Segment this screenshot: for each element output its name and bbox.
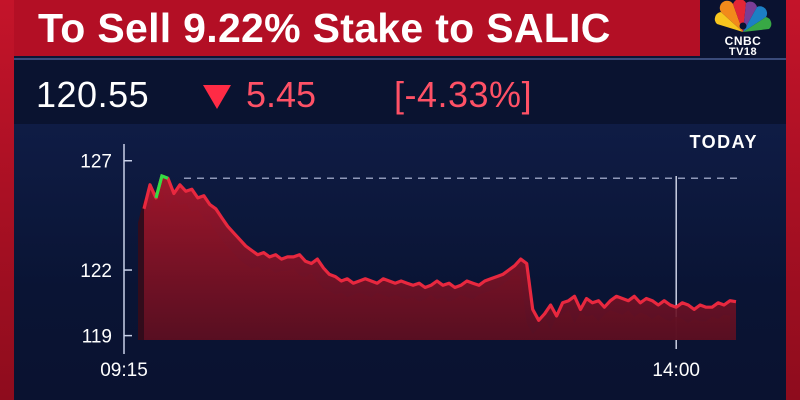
price-change-percent: [-4.33%] [394, 74, 533, 115]
x-tick-label: 09:15 [100, 360, 148, 381]
channel-logo: CNBC TV18 [700, 0, 786, 60]
price-line [142, 174, 737, 322]
y-tick-label: 122 [80, 261, 112, 282]
logo-wordmark: CNBC [724, 34, 762, 48]
period-label: TODAY [689, 132, 758, 152]
stock-price: 120.55 [36, 74, 150, 115]
price-area [144, 176, 736, 340]
headline-bar: To Sell 9.22% Stake to SALIC [14, 0, 714, 56]
headline: To Sell 9.22% Stake to SALIC [38, 5, 611, 51]
left-accent-bar [0, 0, 14, 400]
peacock-logo-icon [714, 0, 772, 32]
chart-panel: TODAY 127 122 119 09:15 14:00 [14, 124, 786, 400]
logo-subtext: TV18 [728, 46, 758, 58]
day-high-segment [154, 173, 169, 199]
y-tick-label: 119 [82, 327, 112, 348]
x-tick-label: 14:00 [652, 360, 700, 381]
intraday-price-chart: 127 122 119 09:15 14:00 [80, 144, 738, 381]
quote-bar: 120.55 5.45 [-4.33%] [14, 58, 786, 124]
price-change: 5.45 [246, 74, 317, 115]
right-accent-bar [786, 0, 800, 400]
y-tick-label: 127 [80, 152, 112, 173]
down-triangle-icon [203, 85, 231, 109]
